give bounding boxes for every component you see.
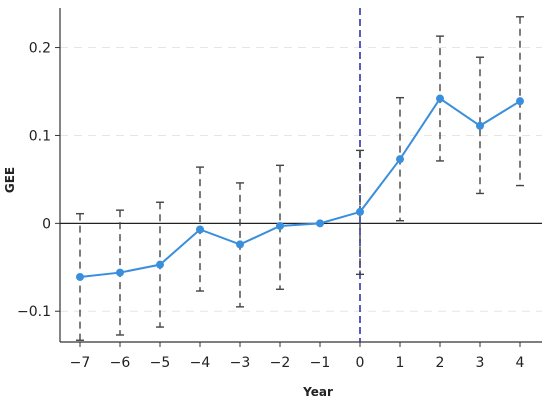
x-tick-labels: −7 −6 −5 −4 −3 −2 −1 0 1 2 3 4 xyxy=(70,355,525,371)
data-points xyxy=(76,94,524,281)
data-point-6 xyxy=(316,219,324,228)
error-bars xyxy=(76,16,524,341)
y-tick-label-3: 0.2 xyxy=(29,41,51,57)
y-tick-labels: −0.1 0 0.1 0.2 xyxy=(17,41,51,321)
data-point-5 xyxy=(276,221,284,230)
x-tick-label-1: −6 xyxy=(110,355,131,371)
data-point-8 xyxy=(396,155,404,164)
data-point-4 xyxy=(236,240,244,249)
data-point-10 xyxy=(476,121,484,130)
y-tick-label-0: −0.1 xyxy=(17,304,51,320)
error-bar-10 xyxy=(476,56,484,195)
data-point-7 xyxy=(356,207,364,216)
data-point-3 xyxy=(196,225,204,234)
x-tick-label-5: −2 xyxy=(270,355,291,371)
x-tick-label-6: −1 xyxy=(310,355,331,371)
x-tick-label-11: 4 xyxy=(516,355,525,371)
x-tick-label-2: −5 xyxy=(150,355,171,371)
y-axis-label: GEE xyxy=(3,167,17,193)
data-point-1 xyxy=(116,268,124,277)
axes xyxy=(55,8,542,347)
x-tick-label-10: 3 xyxy=(476,355,485,371)
data-point-2 xyxy=(156,260,164,269)
x-tick-label-7: 0 xyxy=(356,355,365,371)
x-tick-label-0: −7 xyxy=(70,355,91,371)
series-line xyxy=(79,97,521,278)
data-point-9 xyxy=(436,94,444,103)
x-tick-label-9: 2 xyxy=(436,355,445,371)
y-tick-label-1: 0 xyxy=(42,216,51,232)
data-point-0 xyxy=(76,272,84,281)
x-tick-label-8: 1 xyxy=(396,355,405,371)
x-axis-label: Year xyxy=(302,385,333,399)
x-tick-label-3: −4 xyxy=(190,355,211,371)
x-tick-label-4: −3 xyxy=(230,355,251,371)
data-point-11 xyxy=(516,97,524,106)
series-polyline xyxy=(79,97,521,278)
y-tick-label-2: 0.1 xyxy=(29,128,51,144)
grid-lines xyxy=(60,47,542,312)
